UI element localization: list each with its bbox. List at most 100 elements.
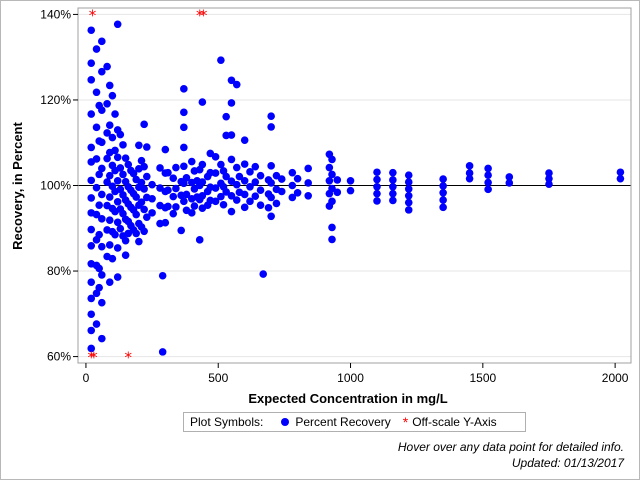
data-point[interactable] [267, 123, 275, 131]
data-point[interactable] [92, 123, 101, 132]
data-point[interactable] [98, 138, 106, 147]
data-point[interactable] [140, 227, 148, 236]
data-point[interactable] [373, 182, 381, 191]
data-point[interactable] [222, 188, 230, 196]
data-point[interactable] [116, 224, 125, 233]
data-point[interactable] [227, 207, 236, 216]
data-point[interactable] [98, 271, 106, 279]
data-point[interactable] [211, 197, 220, 206]
data-point[interactable] [346, 176, 355, 185]
data-point[interactable] [439, 182, 447, 190]
data-point[interactable] [172, 184, 180, 193]
data-point[interactable] [545, 174, 553, 183]
data-point[interactable] [113, 153, 122, 162]
data-point[interactable] [103, 154, 111, 163]
data-point[interactable] [98, 298, 106, 307]
data-point[interactable] [148, 209, 156, 217]
data-point[interactable] [389, 168, 397, 177]
data-point[interactable] [180, 197, 188, 206]
data-point[interactable] [328, 197, 336, 206]
data-point[interactable] [304, 179, 312, 187]
data-point[interactable] [142, 213, 151, 221]
data-point[interactable] [140, 185, 148, 193]
data-point[interactable] [227, 99, 236, 107]
off-scale-marker[interactable]: * [89, 6, 97, 24]
data-point[interactable] [616, 168, 625, 177]
data-point[interactable] [404, 198, 413, 207]
data-point[interactable] [161, 218, 170, 227]
data-point[interactable] [87, 59, 96, 67]
data-point[interactable] [108, 254, 117, 263]
data-point[interactable] [148, 194, 156, 203]
data-point[interactable] [264, 203, 273, 212]
data-point[interactable] [256, 186, 265, 195]
data-point[interactable] [198, 191, 207, 200]
data-point[interactable] [111, 230, 119, 239]
data-point[interactable] [217, 192, 225, 201]
data-point[interactable] [232, 80, 241, 89]
data-point[interactable] [190, 202, 199, 210]
data-point[interactable] [267, 112, 275, 121]
data-point[interactable] [142, 143, 151, 151]
data-point[interactable] [164, 168, 172, 177]
data-point[interactable] [328, 155, 336, 164]
data-point[interactable] [180, 85, 188, 93]
data-point[interactable] [164, 202, 172, 211]
data-point[interactable] [95, 230, 103, 239]
data-point[interactable] [148, 180, 156, 189]
data-point[interactable] [211, 153, 220, 161]
data-point[interactable] [87, 143, 96, 152]
data-point[interactable] [325, 176, 334, 185]
data-point[interactable] [92, 155, 101, 163]
data-point[interactable] [373, 175, 381, 184]
data-point[interactable] [182, 174, 191, 182]
data-point[interactable] [92, 88, 101, 97]
data-point[interactable] [164, 186, 172, 195]
data-point[interactable] [484, 178, 492, 187]
data-point[interactable] [373, 197, 381, 205]
data-point[interactable] [211, 169, 220, 177]
data-point[interactable] [227, 191, 236, 200]
data-point[interactable] [404, 178, 413, 186]
data-point[interactable] [389, 182, 397, 191]
data-point[interactable] [227, 131, 236, 139]
data-point[interactable] [328, 223, 336, 232]
data-point[interactable] [484, 171, 492, 180]
data-point[interactable] [98, 334, 106, 343]
data-point[interactable] [87, 110, 96, 118]
data-point[interactable] [288, 181, 297, 190]
data-point[interactable] [333, 176, 342, 184]
data-point[interactable] [484, 185, 492, 194]
data-point[interactable] [267, 162, 275, 170]
data-point[interactable] [404, 191, 413, 200]
data-point[interactable] [87, 326, 96, 335]
data-point[interactable] [116, 130, 125, 139]
data-point[interactable] [219, 200, 228, 209]
data-point[interactable] [240, 190, 249, 199]
data-point[interactable] [187, 209, 196, 217]
data-point[interactable] [373, 168, 381, 177]
data-point[interactable] [439, 196, 447, 204]
data-point[interactable] [92, 45, 101, 53]
data-point[interactable] [346, 186, 355, 195]
data-point[interactable] [246, 168, 254, 176]
data-point[interactable] [235, 172, 244, 181]
data-point[interactable] [121, 251, 130, 260]
data-point[interactable] [217, 56, 225, 64]
data-point[interactable] [108, 91, 117, 100]
data-point[interactable] [180, 108, 188, 117]
data-point[interactable] [232, 196, 241, 204]
data-point[interactable] [616, 174, 625, 183]
data-point[interactable] [103, 178, 111, 186]
data-point[interactable] [140, 162, 148, 171]
data-point[interactable] [140, 120, 148, 129]
data-point[interactable] [180, 143, 188, 152]
data-point[interactable] [95, 283, 103, 292]
data-point[interactable] [267, 179, 275, 187]
data-point[interactable] [98, 67, 106, 76]
off-scale-marker[interactable]: * [125, 349, 133, 367]
data-point[interactable] [113, 218, 122, 227]
data-point[interactable] [121, 236, 130, 245]
data-point[interactable] [98, 215, 106, 223]
data-point[interactable] [389, 196, 397, 205]
